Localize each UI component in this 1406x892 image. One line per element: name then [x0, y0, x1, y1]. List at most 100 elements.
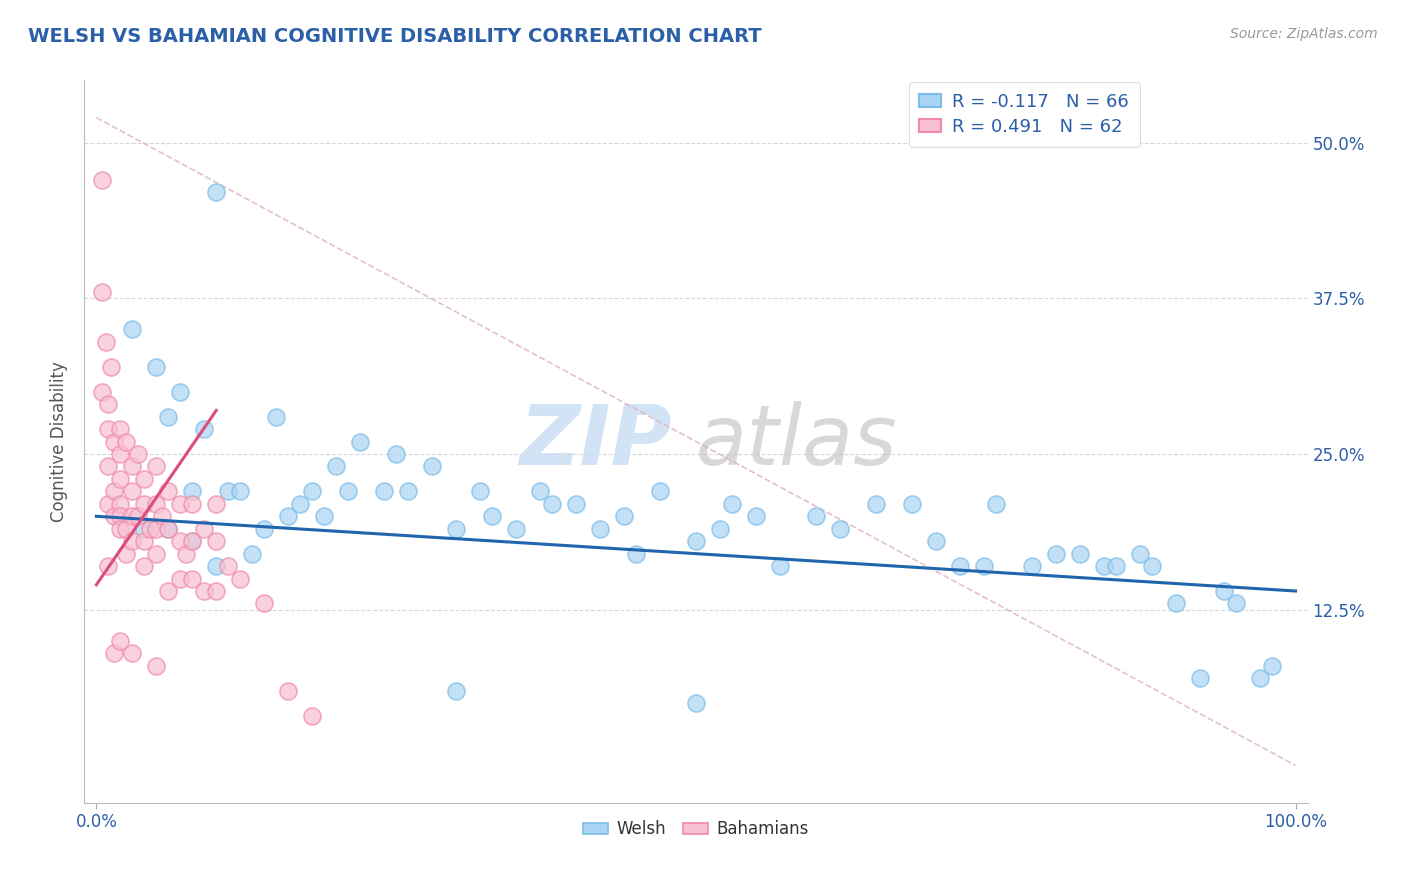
Point	[217, 484, 239, 499]
Point	[865, 497, 887, 511]
Point	[1129, 547, 1152, 561]
Point	[103, 434, 125, 449]
Point	[396, 484, 419, 499]
Point	[169, 497, 191, 511]
Legend: Welsh, Bahamians: Welsh, Bahamians	[576, 814, 815, 845]
Point	[121, 322, 143, 336]
Point	[157, 584, 180, 599]
Point	[529, 484, 551, 499]
Point	[301, 484, 323, 499]
Point	[127, 447, 149, 461]
Point	[444, 522, 467, 536]
Point	[984, 497, 1007, 511]
Point	[1021, 559, 1043, 574]
Point	[685, 696, 707, 710]
Point	[193, 584, 215, 599]
Point	[145, 497, 167, 511]
Point	[648, 484, 671, 499]
Point	[925, 534, 948, 549]
Point	[301, 708, 323, 723]
Point	[157, 522, 180, 536]
Point	[134, 522, 156, 536]
Point	[127, 509, 149, 524]
Point	[145, 658, 167, 673]
Point	[385, 447, 408, 461]
Point	[253, 522, 276, 536]
Point	[134, 559, 156, 574]
Point	[1045, 547, 1067, 561]
Point	[1164, 597, 1187, 611]
Point	[110, 472, 132, 486]
Point	[541, 497, 564, 511]
Point	[145, 522, 167, 536]
Point	[174, 547, 197, 561]
Point	[1225, 597, 1247, 611]
Point	[1069, 547, 1091, 561]
Point	[444, 683, 467, 698]
Point	[97, 397, 120, 411]
Point	[103, 509, 125, 524]
Text: atlas: atlas	[696, 401, 897, 482]
Point	[150, 509, 173, 524]
Point	[110, 422, 132, 436]
Point	[205, 186, 228, 200]
Point	[181, 484, 204, 499]
Point	[481, 509, 503, 524]
Point	[97, 459, 120, 474]
Point	[240, 547, 263, 561]
Point	[110, 497, 132, 511]
Point	[100, 359, 122, 374]
Point	[115, 547, 138, 561]
Text: WELSH VS BAHAMIAN COGNITIVE DISABILITY CORRELATION CHART: WELSH VS BAHAMIAN COGNITIVE DISABILITY C…	[28, 27, 762, 45]
Point	[91, 384, 114, 399]
Point	[157, 409, 180, 424]
Point	[314, 509, 336, 524]
Point	[290, 497, 312, 511]
Point	[134, 497, 156, 511]
Point	[121, 646, 143, 660]
Point	[828, 522, 851, 536]
Point	[115, 434, 138, 449]
Point	[1212, 584, 1234, 599]
Point	[169, 534, 191, 549]
Point	[253, 597, 276, 611]
Point	[181, 497, 204, 511]
Point	[949, 559, 972, 574]
Point	[349, 434, 371, 449]
Text: ZIP: ZIP	[519, 401, 672, 482]
Point	[94, 334, 117, 349]
Point	[589, 522, 612, 536]
Point	[229, 572, 252, 586]
Point	[121, 459, 143, 474]
Point	[1188, 671, 1211, 685]
Point	[468, 484, 491, 499]
Point	[804, 509, 827, 524]
Point	[1092, 559, 1115, 574]
Point	[157, 484, 180, 499]
Point	[121, 509, 143, 524]
Point	[181, 534, 204, 549]
Point	[110, 633, 132, 648]
Point	[110, 447, 132, 461]
Point	[217, 559, 239, 574]
Point	[1140, 559, 1163, 574]
Y-axis label: Cognitive Disability: Cognitive Disability	[51, 361, 69, 522]
Point	[229, 484, 252, 499]
Point	[769, 559, 792, 574]
Point	[169, 384, 191, 399]
Point	[205, 559, 228, 574]
Point	[205, 497, 228, 511]
Point	[181, 572, 204, 586]
Point	[685, 534, 707, 549]
Point	[709, 522, 731, 536]
Point	[145, 459, 167, 474]
Point	[121, 484, 143, 499]
Point	[973, 559, 995, 574]
Point	[121, 534, 143, 549]
Point	[337, 484, 360, 499]
Point	[264, 409, 287, 424]
Point	[277, 683, 299, 698]
Point	[420, 459, 443, 474]
Point	[115, 522, 138, 536]
Point	[1260, 658, 1282, 673]
